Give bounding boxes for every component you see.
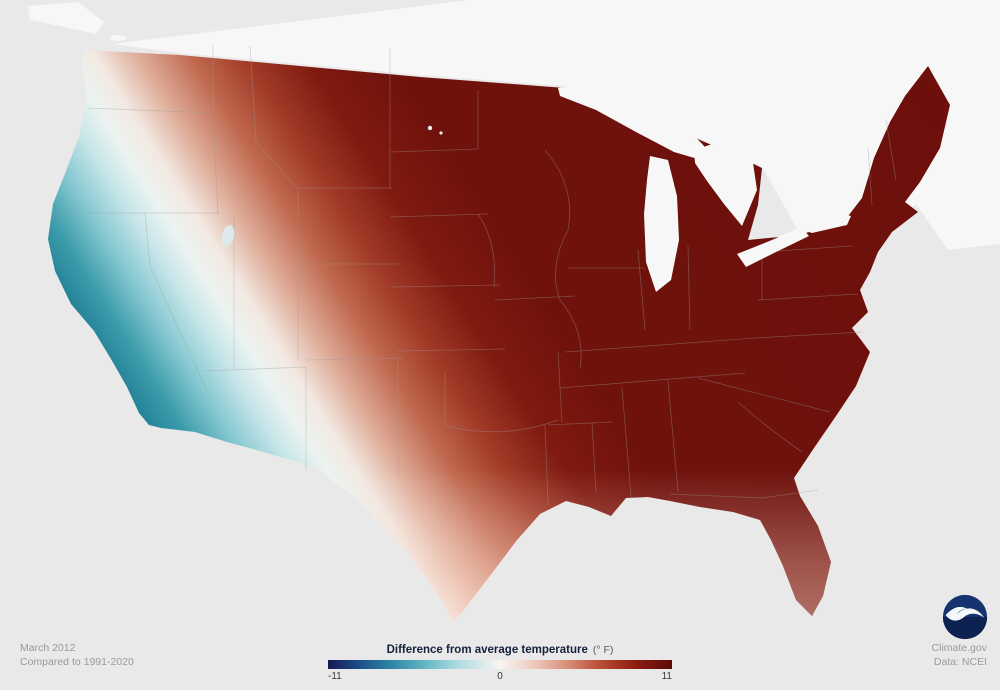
- credit-data: Data: NCEI: [933, 656, 987, 669]
- noaa-logo-gull: [945, 606, 985, 621]
- legend-title-text: Difference from average temperature: [386, 644, 588, 656]
- map-period: March 2012 Compared to 1991-2020: [20, 641, 134, 670]
- coastal-island: [110, 35, 126, 41]
- lake-ontario: [795, 210, 851, 233]
- legend-title: Difference from average temperature (° F): [328, 644, 672, 656]
- small-lake: [439, 131, 443, 135]
- great-lakes: [558, 82, 851, 292]
- legend-tick-max: 11: [661, 671, 672, 682]
- credits: Climate.gov Data: NCEI: [932, 641, 987, 670]
- legend: Difference from average temperature (° F)…: [328, 644, 672, 684]
- lake-erie: [737, 227, 809, 267]
- legend-ticks: -11 0 11: [328, 671, 672, 684]
- canada-landmass: [112, 0, 1000, 250]
- lake-superior: [558, 82, 708, 162]
- credit-site: Climate.gov: [931, 641, 987, 654]
- vancouver-island: [28, 2, 104, 34]
- small-lake: [427, 125, 433, 131]
- baseline-line: Compared to 1991-2020: [20, 656, 134, 669]
- noaa-logo: [942, 594, 988, 640]
- legend-tick-zero: 0: [497, 671, 503, 682]
- legend-gradient-bar: [328, 660, 672, 669]
- great-salt-lake: [221, 225, 235, 247]
- lake-michigan: [644, 156, 679, 292]
- lake-huron: [694, 139, 757, 226]
- period-line: March 2012: [20, 641, 76, 654]
- legend-tick-min: -11: [328, 671, 342, 682]
- noaa-logo-sea: [942, 617, 988, 640]
- state-borders: [52, 45, 897, 506]
- legend-unit: (° F): [592, 644, 614, 656]
